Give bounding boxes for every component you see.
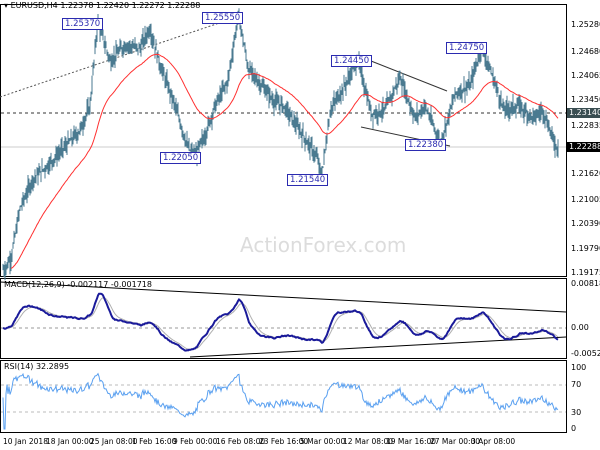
y-axis-label: 0.00: [571, 323, 589, 332]
x-axis-label: 19 Mar 16:00: [386, 437, 437, 446]
rsi-line: [2, 372, 559, 430]
trendline-dotted: [0, 15, 241, 98]
x-axis-label: 25 Jan 08:00: [90, 437, 138, 446]
y-axis-label: 1.22835: [571, 121, 600, 130]
x-axis-label: 10 Jan 2018: [3, 437, 48, 446]
x-axis-label: 12 Mar 08:00: [343, 437, 394, 446]
macd-trendline-lower: [189, 336, 567, 358]
level-label: 1.24450: [331, 55, 373, 67]
symbol-label: EURUSD,H4: [10, 1, 58, 10]
chart-header: ▾ EURUSD,H4 1.22378 1.22420 1.22272 1.22…: [4, 1, 200, 11]
macd-title: MACD(12,26,9) -0.002117 -0.001718: [4, 280, 152, 289]
level-label: 1.22380: [405, 139, 447, 151]
y-axis-label: 1.23450: [571, 95, 600, 104]
y-axis-label: -0.005223: [571, 349, 600, 358]
y-axis-label: 1.19175: [571, 268, 600, 277]
y-axis-label: 0: [571, 424, 577, 433]
rsi-panel[interactable]: [0, 360, 567, 433]
y-axis-label: 1.24065: [571, 71, 600, 80]
y-axis-label: 1.23140: [567, 108, 600, 118]
y-axis-label: 1.22288: [567, 142, 600, 152]
level-label: 1.22050: [160, 152, 202, 164]
macd-line: [2, 292, 559, 352]
x-axis-label: 1 Feb 16:00: [132, 437, 177, 446]
y-axis-label: 30: [571, 408, 582, 417]
y-axis-label: 1.21620: [571, 169, 600, 178]
level-label: 1.21540: [287, 174, 329, 186]
rsi-title: RSI(14) 32.2895: [4, 362, 70, 371]
y-axis-label: 70: [571, 380, 582, 389]
x-axis-label: 18 Jan 00:00: [46, 437, 94, 446]
y-axis-label: 100: [571, 363, 587, 372]
dropdown-icon[interactable]: ▾: [4, 1, 9, 10]
level-label: 1.25370: [62, 18, 104, 30]
channel-upper: [370, 60, 448, 92]
y-axis-label: 1.20390: [571, 219, 600, 228]
ohlc-values: 1.22378 1.22420 1.22272 1.22288: [60, 1, 201, 10]
x-axis-label: 27 Mar 00:00: [430, 437, 481, 446]
x-axis-label: 9 Feb 00:00: [173, 437, 218, 446]
y-axis-label: 1.21005: [571, 195, 600, 204]
y-axis-label: 1.19790: [571, 244, 600, 253]
y-axis-label: 1.25280: [571, 20, 600, 29]
y-axis-label: 0.008182: [571, 279, 600, 288]
macd-trendline-upper: [0, 281, 567, 313]
x-axis-label: 23 Feb 16:00: [259, 437, 309, 446]
x-axis-label: 16 Feb 08:00: [216, 437, 266, 446]
watermark: ActionForex.com: [240, 233, 407, 257]
y-axis-label: 1.24680: [571, 47, 600, 56]
x-axis-label: 3 Apr 08:00: [471, 437, 516, 446]
moving-average-line: [10, 53, 559, 269]
level-label: 1.25550: [202, 12, 244, 24]
level-label: 1.24750: [446, 42, 488, 54]
x-axis-label: 5 Mar 00:00: [300, 437, 346, 446]
